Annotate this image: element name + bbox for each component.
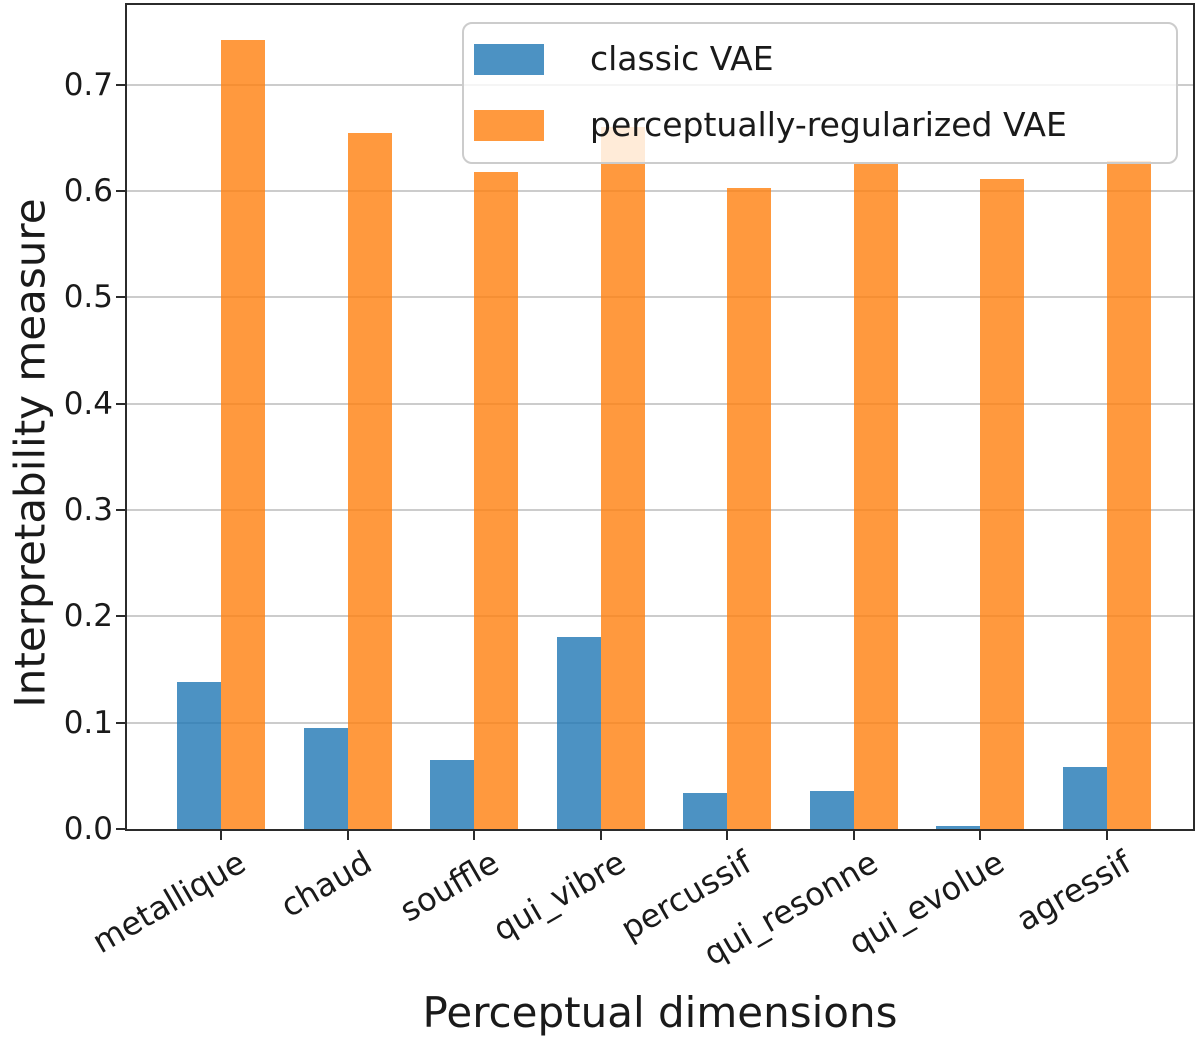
gridline-y-0.5 (127, 296, 1193, 299)
x-tick-mark (599, 829, 602, 840)
y-tick-mark (116, 615, 127, 618)
y-tick-label-0.3: 0.3 (63, 492, 113, 529)
bar-perceptually-regularized-vae-qui_vibre (600, 127, 645, 829)
gridline-y-0.1 (127, 721, 1193, 724)
plot-area (125, 3, 1195, 831)
legend-row-perceptually-regularized-vae: perceptually-regularized VAE (474, 105, 1158, 145)
bar-perceptually-regularized-vae-qui_resonne (853, 164, 898, 829)
x-tick-mark (726, 829, 728, 840)
y-tick-mark (116, 83, 127, 86)
bar-classic-vae-qui_resonne (809, 790, 854, 829)
bar-classic-vae-metallique (177, 682, 221, 829)
x-tick-label-text: qui_vibre (486, 843, 632, 949)
legend-swatch-classic-vae (474, 43, 544, 75)
x-tick-mark (979, 829, 981, 840)
y-tick-mark (116, 402, 127, 405)
bar-classic-vae-souffle (430, 759, 474, 829)
y-tick-label-0.7: 0.7 (63, 66, 113, 103)
x-tick-mark (473, 829, 475, 840)
bar-classic-vae-agressif (1062, 767, 1107, 829)
legend-swatch-perceptually-regularized-vae (474, 109, 544, 141)
bar-perceptually-regularized-vae-percussif (727, 187, 771, 829)
x-tick-mark (346, 829, 349, 840)
y-tick-label-0.4: 0.4 (63, 385, 113, 422)
y-tick-mark (116, 721, 127, 724)
y-tick-mark (116, 296, 127, 299)
legend-label-perceptually-regularized-vae: perceptually-regularized VAE (590, 105, 1067, 144)
x-tick-label-text: chaud (274, 843, 379, 925)
gridline-y-0.6 (127, 190, 1193, 193)
x-tick-label-text: metallique (85, 843, 252, 961)
y-tick-label-0.0: 0.0 (63, 811, 113, 847)
bar-perceptually-regularized-vae-qui_evolue (980, 179, 1024, 829)
y-tick-label-0.1: 0.1 (63, 704, 113, 741)
bar-classic-vae-qui_evolue (936, 825, 980, 829)
y-tick-label-0.5: 0.5 (63, 279, 113, 316)
legend-label-classic-vae: classic VAE (590, 39, 774, 78)
x-tick-label-text: agressif (1009, 843, 1138, 939)
x-tick-mark (852, 829, 855, 840)
bar-classic-vae-qui_vibre (556, 636, 601, 829)
gridline-y-0.4 (127, 402, 1193, 405)
bar-perceptually-regularized-vae-agressif (1106, 161, 1151, 829)
legend-row-classic-vae: classic VAE (474, 39, 1158, 79)
bar-perceptually-regularized-vae-chaud (347, 132, 392, 829)
bar-perceptually-regularized-vae-metallique (221, 40, 265, 829)
bar-classic-vae-chaud (303, 727, 348, 829)
x-tick-mark (1105, 829, 1108, 840)
x-axis-title: Perceptual dimensions (422, 988, 898, 1037)
x-tick-mark (220, 829, 222, 840)
y-tick-label-0.6: 0.6 (63, 173, 113, 210)
y-tick-mark (116, 828, 127, 830)
gridline-y-0.2 (127, 615, 1193, 618)
y-tick-mark (116, 190, 127, 193)
bar-classic-vae-percussif (683, 792, 727, 829)
gridline-y-0.3 (127, 509, 1193, 512)
bar-perceptually-regularized-vae-souffle (474, 171, 518, 829)
y-tick-mark (116, 509, 127, 512)
legend: classic VAE perceptually-regularized VAE (462, 22, 1178, 164)
y-tick-label-0.2: 0.2 (63, 598, 113, 635)
